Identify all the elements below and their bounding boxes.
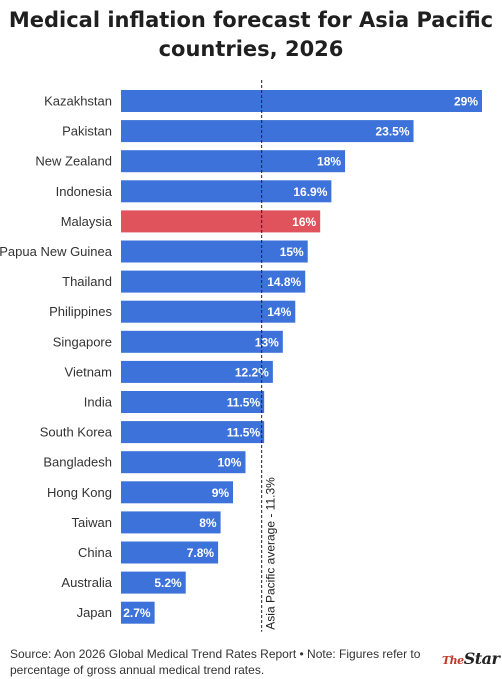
bar-singapore [121,330,283,353]
bar-kazakhstan [121,90,482,112]
value-label: 9% [212,486,230,500]
category-label: India [84,395,113,410]
value-label: 5.2% [154,576,182,590]
category-label: Pakistan [62,124,112,139]
bar-new-zealand [121,150,346,173]
category-label: Kazakhstan [44,94,112,109]
bar-philippines [121,300,296,323]
category-label: Hong Kong [47,485,112,500]
category-label: South Korea [40,425,113,440]
chart-title: Medical inflation forecast for Asia Paci… [8,8,494,61]
bar-thailand [121,270,306,293]
value-label: 29% [454,95,478,109]
value-label: 8% [199,516,217,530]
category-label: Indonesia [56,184,113,199]
value-label: 18% [317,155,341,169]
category-label: Bangladesh [43,455,112,470]
category-label: Malaysia [61,214,113,229]
average-label: Asia Pacific average - 11.3% [264,477,278,630]
bar-china [121,541,219,564]
source-note: Source: Aon 2026 Global Medical Trend Ra… [10,647,421,677]
logo-star: Star [463,649,500,668]
category-label: China [78,545,113,560]
bar-india [121,391,265,413]
value-label: 2.7% [123,606,151,620]
bar-pakistan [121,120,414,143]
bar-hong-kong [121,481,234,504]
average-layer: Asia Pacific average - 11.3% [261,80,278,632]
value-label: 16.9% [293,185,327,199]
bar-bangladesh [121,451,246,474]
value-label: 16% [292,215,316,229]
bar-indonesia [121,180,332,203]
value-label: 15% [280,245,304,259]
category-label: Vietnam [65,364,112,379]
category-label: Japan [77,605,112,620]
category-label: New Zealand [35,154,112,169]
value-label: 14% [267,305,291,319]
bar-japan [121,601,155,624]
category-label: Philippines [49,304,112,319]
value-label: 11.5% [227,426,261,440]
value-label: 12.2% [235,365,269,379]
category-label: Singapore [53,334,112,349]
category-label: Papua New Guinea [0,244,113,259]
the-star-logo: TheStar [442,649,500,668]
value-label: 14.8% [267,275,301,289]
value-label: 10% [217,456,241,470]
value-label: 7.8% [187,546,215,560]
bar-vietnam [121,360,273,383]
value-label: 23.5% [376,125,410,139]
bar-taiwan [121,511,221,534]
category-label: Australia [61,575,112,590]
bar-south-korea [121,421,265,444]
value-label: 11.5% [227,396,261,410]
bar-papua-new-guinea [121,240,308,263]
bars-layer: Kazakhstan 29% Pakistan 23.5% New Zealand 18%… [0,90,482,624]
value-label: 13% [255,335,279,349]
bar-australia [121,571,186,594]
bar-chart: Kazakhstan 29% Pakistan 23.5% New Zealand 18%… [0,80,482,632]
bar-malaysia [121,210,321,233]
category-label: Taiwan [72,515,112,530]
category-label: Thailand [62,274,112,289]
logo-the: The [442,654,464,667]
